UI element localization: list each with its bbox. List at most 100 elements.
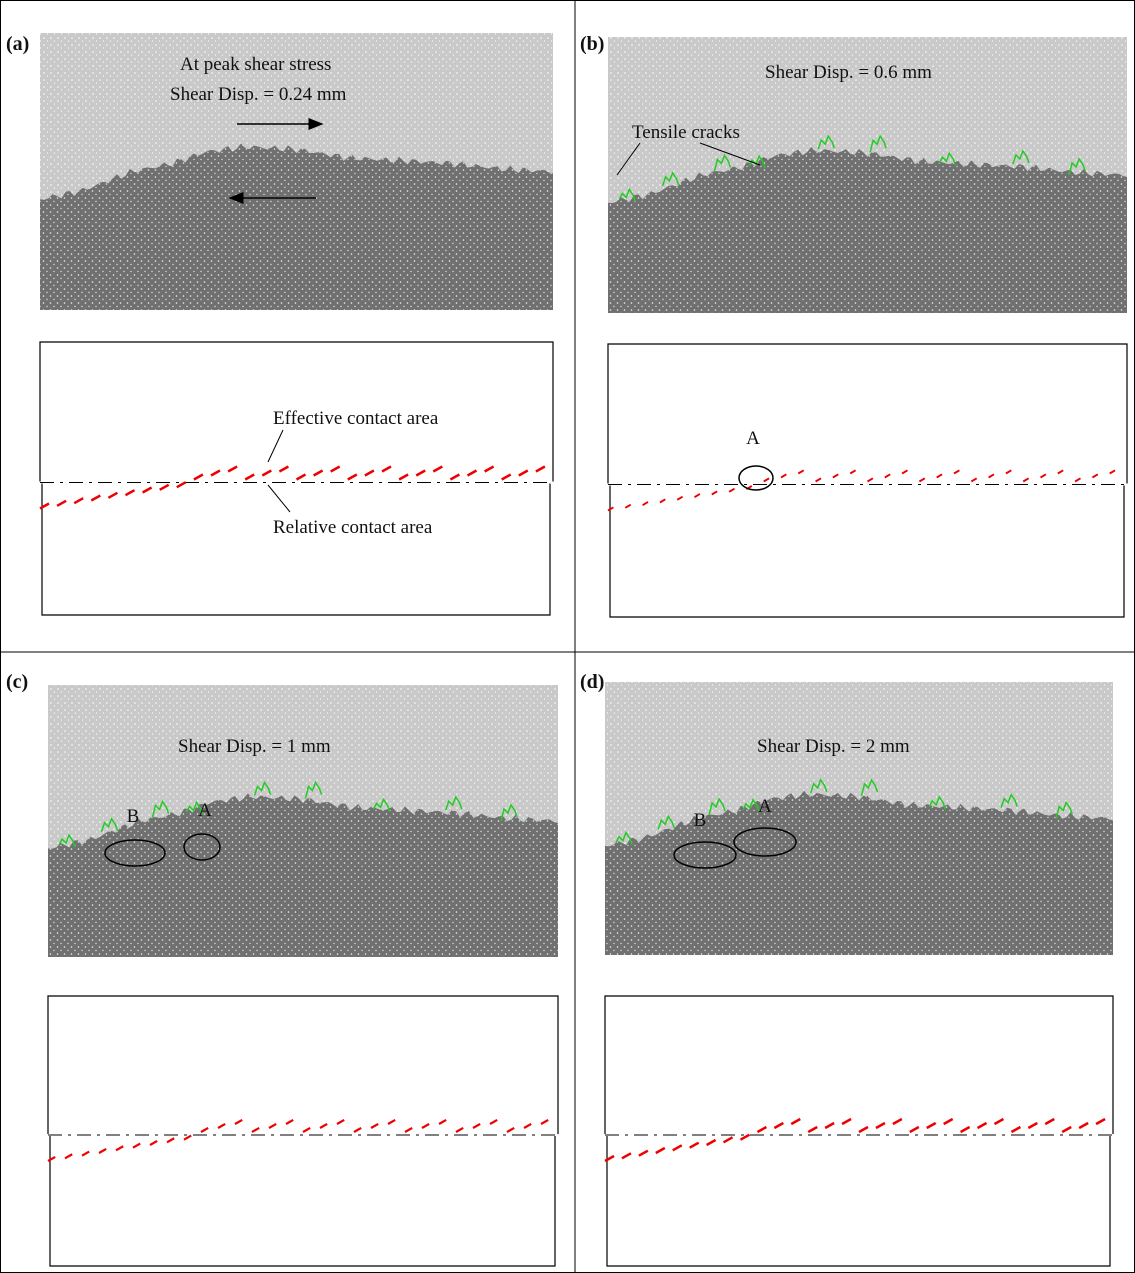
contact-mark <box>1062 1127 1071 1132</box>
marker-label: A <box>746 428 760 449</box>
contact-mark <box>422 1124 429 1128</box>
contact-mark <box>868 478 873 481</box>
contact-mark <box>937 474 942 477</box>
contact-mark <box>1011 1127 1020 1132</box>
contact-label: Effective contact area <box>273 408 439 429</box>
contact-mark <box>876 1123 885 1128</box>
contact-mark <box>816 478 821 481</box>
contact-mark <box>490 1120 497 1124</box>
contact-mark <box>252 1128 259 1132</box>
contact-mark <box>348 475 357 480</box>
contact-mark <box>712 491 717 494</box>
contact-mark <box>724 1137 733 1142</box>
contact-mark <box>133 1144 140 1148</box>
annotation: Shear Disp. = 0.6 mm <box>765 62 932 83</box>
contact-mark <box>944 1119 953 1124</box>
contact-mark <box>808 1127 817 1132</box>
contact-mark <box>382 467 391 472</box>
contact-mark <box>1058 470 1063 473</box>
panel-label: (d) <box>580 671 604 693</box>
contact-mark <box>961 1127 970 1132</box>
contact-mark <box>833 474 838 477</box>
contact-mark <box>91 496 100 501</box>
contact-mark <box>1079 1123 1088 1128</box>
contact-mark <box>439 1120 446 1124</box>
contact-mark <box>99 1149 106 1153</box>
contact-mark <box>116 1146 123 1150</box>
contact-mark <box>524 1124 531 1128</box>
contact-mark <box>656 1148 665 1153</box>
contact-label: Relative contact area <box>273 517 433 538</box>
panel-label: (b) <box>580 33 604 55</box>
contact-mark <box>910 1127 919 1132</box>
contact-mark <box>57 501 66 506</box>
panels: (a)At peak shear stressShear Disp. = 0.2… <box>6 33 1127 1266</box>
contact-mark <box>764 478 769 481</box>
figure: (a)At peak shear stressShear Disp. = 0.2… <box>0 0 1135 1273</box>
contact-mark <box>791 1119 800 1124</box>
contact-mark <box>536 467 545 472</box>
annotation: Shear Disp. = 2 mm <box>757 736 910 757</box>
contact-mark <box>989 474 994 477</box>
contact-mark <box>798 470 803 473</box>
contact-mark <box>405 1128 412 1132</box>
crack-label: Tensile cracks <box>632 122 740 143</box>
contact-mark <box>388 1120 395 1124</box>
contact-mark <box>150 1141 157 1145</box>
contact-mark <box>40 504 49 509</box>
contact-mark <box>639 1151 648 1156</box>
contact-mark <box>859 1127 868 1132</box>
contact-mark <box>893 1119 902 1124</box>
contact-mark <box>331 467 340 472</box>
contact-mark <box>184 1136 191 1140</box>
contact-mark <box>201 1128 208 1132</box>
contact-mark <box>473 1124 480 1128</box>
contact-mark <box>978 1123 987 1128</box>
contact-mark <box>1075 478 1080 481</box>
contact-mark <box>167 1138 174 1142</box>
marker-label: B <box>127 806 140 827</box>
contact-mark <box>1006 470 1011 473</box>
contact-mark <box>160 485 169 490</box>
panel-label: (c) <box>6 671 28 693</box>
contact-mark <box>48 1157 55 1161</box>
contact-mark <box>143 488 152 493</box>
contact-mark <box>660 499 665 502</box>
contact-mark <box>622 1153 631 1158</box>
contact-mark <box>65 1154 72 1158</box>
contact-mark <box>673 1145 682 1150</box>
contact-mark <box>456 1128 463 1132</box>
marker-label: B <box>694 810 707 831</box>
contact-mark <box>82 1152 89 1156</box>
leader <box>268 485 290 512</box>
contact-mark <box>695 494 700 497</box>
panel: (b) Shear Disp. = 0.6 mm Tensile cracks A <box>580 33 1127 617</box>
contact-mark <box>825 1123 834 1128</box>
contact-mark <box>286 1120 293 1124</box>
contact-mark <box>320 1124 327 1128</box>
contact-mark <box>108 493 117 498</box>
contact-mark <box>371 1124 378 1128</box>
contact-mark <box>1092 474 1097 477</box>
contact-mark <box>297 475 306 480</box>
panel-label: (a) <box>6 33 29 55</box>
contact-mark <box>729 489 734 492</box>
contact-mark <box>608 507 613 510</box>
contact-mark <box>485 467 494 472</box>
contact-mark <box>245 475 254 480</box>
contact-mark <box>677 497 682 500</box>
annotation: Shear Disp. = 0.24 mm <box>170 84 347 105</box>
contact-mark <box>354 1128 361 1132</box>
leader <box>268 430 283 462</box>
contact-mark <box>507 1128 514 1132</box>
contact-mark <box>643 502 648 505</box>
contact-mark <box>519 471 528 476</box>
contact-mark <box>781 474 786 477</box>
contact-mark <box>1096 1119 1105 1124</box>
contact-mark <box>625 505 630 508</box>
contact-mark <box>211 471 220 476</box>
contact-mark <box>541 1120 548 1124</box>
contact-mark <box>954 470 959 473</box>
